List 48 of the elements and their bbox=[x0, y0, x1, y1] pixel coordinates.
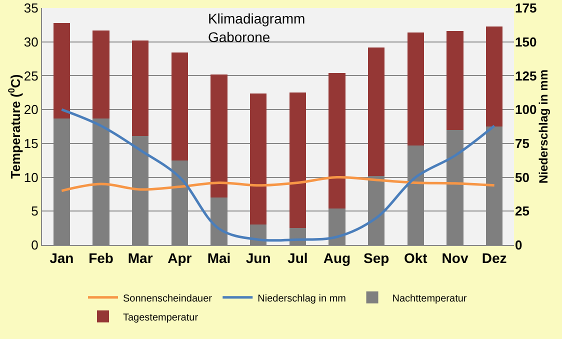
bar bbox=[53, 22, 70, 118]
y-tick-label: 15 bbox=[24, 136, 38, 151]
line-series bbox=[60, 108, 496, 242]
y2-tick-label: 25 bbox=[515, 204, 530, 219]
y2-tick-label: 75 bbox=[515, 136, 530, 151]
bar bbox=[250, 93, 267, 225]
bar bbox=[289, 92, 306, 228]
y-tick-label: 20 bbox=[24, 102, 38, 118]
x-tick-label: Aug bbox=[323, 250, 351, 266]
bar bbox=[210, 74, 228, 198]
y2-tick-label: 150 bbox=[515, 34, 537, 50]
y2-tick-label: 175 bbox=[515, 0, 537, 16]
y-tick-label: 25 bbox=[24, 68, 38, 84]
y-tick-label: 5 bbox=[31, 204, 38, 219]
x-tick-label: Jul bbox=[288, 250, 308, 266]
line-series bbox=[60, 176, 496, 192]
x-tick-label: Feb bbox=[88, 250, 114, 266]
bar bbox=[171, 52, 188, 160]
x-tick-label: Sep bbox=[363, 250, 390, 266]
bar bbox=[368, 47, 385, 176]
x-tick-label: Mar bbox=[128, 250, 154, 266]
legend-label: Niederschlag in mm bbox=[258, 293, 346, 304]
y-tick-label: 30 bbox=[24, 34, 38, 50]
y-tick-label: 0 bbox=[31, 238, 38, 253]
x-tick-label: Okt bbox=[404, 250, 428, 266]
x-tick-label: Jan bbox=[50, 250, 74, 266]
x-tick-label: Nov bbox=[442, 250, 468, 266]
y2-tick-label: 0 bbox=[515, 238, 522, 253]
x-tick-label: Mai bbox=[207, 250, 231, 266]
bar bbox=[407, 32, 424, 146]
y2-tick-label: 125 bbox=[515, 68, 537, 84]
bar bbox=[92, 30, 110, 118]
bar bbox=[132, 40, 149, 136]
legend-label: Nachttemperatur bbox=[392, 293, 468, 304]
text: Klimadiagramm Gaborone bbox=[208, 10, 306, 45]
bar bbox=[446, 31, 464, 130]
y-tick-label: 35 bbox=[24, 0, 38, 16]
y2-tick-label: 100 bbox=[515, 102, 537, 118]
bar bbox=[328, 73, 346, 208]
x-tick-label: Dez bbox=[482, 250, 507, 266]
x-tick-label: Apr bbox=[168, 250, 192, 266]
y2-tick-label: 50 bbox=[515, 170, 530, 185]
y2-axis-title: Niederschlag in mm bbox=[536, 69, 551, 184]
x-tick-label: Jun bbox=[246, 250, 271, 266]
legend-label: Tagestemperatur bbox=[123, 312, 199, 324]
bar bbox=[486, 26, 503, 126]
y-tick-label: 10 bbox=[24, 170, 38, 185]
legend-label: Sonnenscheindauer bbox=[123, 293, 213, 304]
